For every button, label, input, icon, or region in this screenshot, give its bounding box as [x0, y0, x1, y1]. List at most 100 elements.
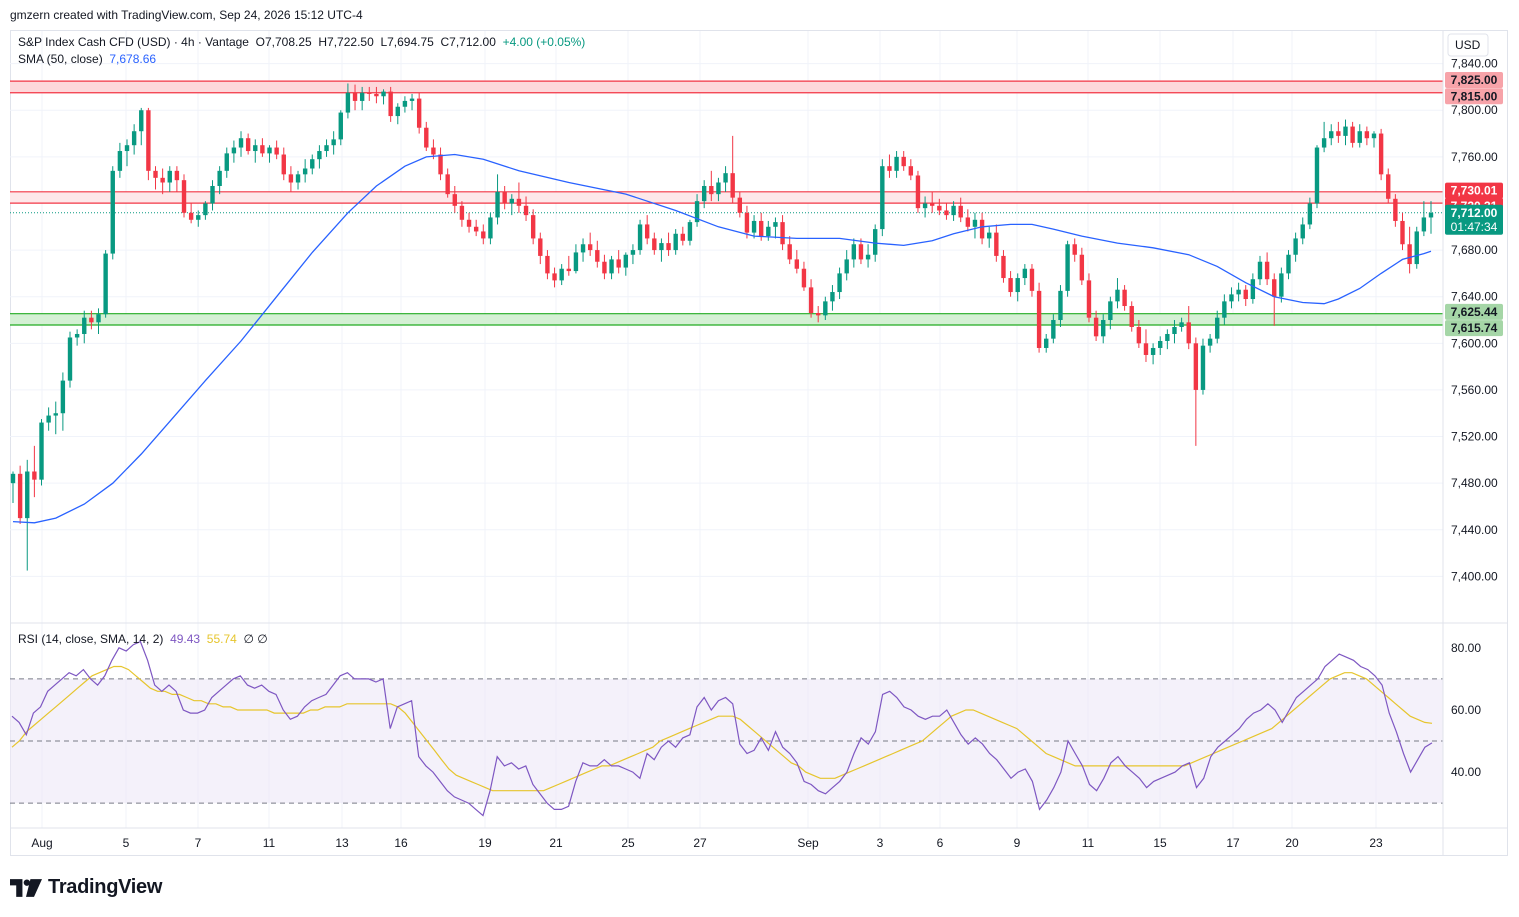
candle-body	[908, 166, 914, 176]
candle	[1022, 264, 1028, 286]
candle-body	[1079, 254, 1085, 281]
candle	[644, 215, 650, 245]
candle	[1158, 336, 1163, 355]
candle	[1407, 226, 1412, 274]
candle-body	[359, 92, 365, 101]
candle	[1400, 212, 1405, 251]
candle	[545, 250, 550, 280]
candle	[766, 220, 771, 241]
candle-body	[1129, 306, 1134, 327]
time-tick-label: 15	[1153, 836, 1167, 850]
sma-legend[interactable]: SMA (50, close) 7,678.66	[18, 52, 156, 66]
candle	[217, 166, 222, 195]
candle-body	[808, 287, 814, 314]
candle-body	[823, 301, 828, 316]
candle	[602, 254, 607, 280]
candle-body	[701, 185, 707, 202]
candle-body	[709, 185, 714, 195]
candle	[773, 217, 778, 239]
candle-body	[488, 217, 493, 239]
tradingview-logo-icon	[10, 878, 42, 897]
candle	[402, 96, 408, 113]
candle-body	[630, 250, 636, 255]
candle	[196, 210, 201, 227]
price-tick-label: 7,560.00	[1451, 383, 1498, 397]
candle	[103, 250, 108, 318]
candle-body	[837, 273, 842, 293]
candle	[117, 142, 123, 178]
candle-body	[82, 317, 87, 334]
candle-body	[815, 313, 821, 316]
candle	[238, 131, 244, 157]
candle	[210, 180, 215, 211]
support-top-label: 7,625.44	[1451, 305, 1498, 319]
candle	[815, 306, 821, 323]
candle	[851, 238, 857, 268]
candle-body	[580, 244, 586, 253]
candlestick-series	[10, 83, 1434, 571]
candle-body	[794, 259, 800, 269]
time-tick-label: 9	[1014, 836, 1021, 850]
candle	[1293, 232, 1298, 262]
candle	[74, 329, 80, 346]
candle-body	[1293, 238, 1298, 255]
time-tick-label: 11	[263, 836, 276, 850]
candle-body	[1378, 133, 1384, 175]
candle-body	[673, 233, 678, 251]
candle	[1286, 250, 1291, 280]
candle	[1036, 282, 1042, 353]
candle-body	[887, 166, 892, 171]
candle-body	[1421, 217, 1427, 232]
candle	[67, 331, 73, 388]
candle-body	[894, 156, 899, 171]
candle	[951, 201, 956, 221]
candle-body	[830, 292, 835, 302]
candle-body	[758, 220, 764, 237]
candle-body	[751, 220, 757, 233]
candle-body	[958, 205, 963, 218]
candle	[260, 138, 265, 157]
candle	[659, 238, 664, 262]
candle-body	[39, 422, 44, 480]
candle	[416, 92, 422, 134]
candle-body	[994, 232, 999, 256]
candle-body	[1400, 220, 1405, 245]
candle	[637, 219, 643, 255]
candle-body	[880, 166, 885, 230]
candle-body	[1321, 138, 1327, 148]
candle	[466, 212, 472, 233]
candle-body	[17, 473, 23, 519]
candle	[174, 166, 180, 192]
candle-body	[616, 259, 621, 268]
candle-body	[687, 222, 693, 241]
candle-body	[459, 205, 465, 220]
candle-body	[873, 229, 878, 255]
candle	[331, 131, 336, 155]
candle-body	[416, 98, 422, 128]
candle-body	[188, 212, 194, 220]
candle-body	[1065, 244, 1070, 291]
candle	[1207, 333, 1213, 353]
candle	[1051, 314, 1056, 344]
price-tick-label: 7,800.00	[1451, 103, 1498, 117]
tradingview-logo[interactable]: TradingView	[10, 876, 162, 899]
candle-body	[587, 244, 593, 251]
time-tick-label: 17	[1226, 836, 1240, 850]
mid-zone	[10, 191, 1443, 204]
candle	[481, 224, 486, 245]
candle-body	[1165, 333, 1170, 341]
candle	[1222, 294, 1227, 325]
candle	[89, 310, 94, 330]
candle-body	[787, 244, 792, 260]
candle	[523, 196, 529, 221]
candle-body	[737, 197, 743, 213]
candle-body	[10, 473, 16, 484]
candle-body	[310, 159, 315, 169]
candle	[1357, 124, 1362, 148]
candle	[1193, 337, 1199, 446]
rsi-legend[interactable]: RSI (14, close, SMA, 14, 2) 49.43 55.74 …	[18, 632, 268, 646]
candle-body	[181, 180, 187, 213]
candle	[994, 224, 999, 262]
candle-body	[965, 217, 971, 227]
